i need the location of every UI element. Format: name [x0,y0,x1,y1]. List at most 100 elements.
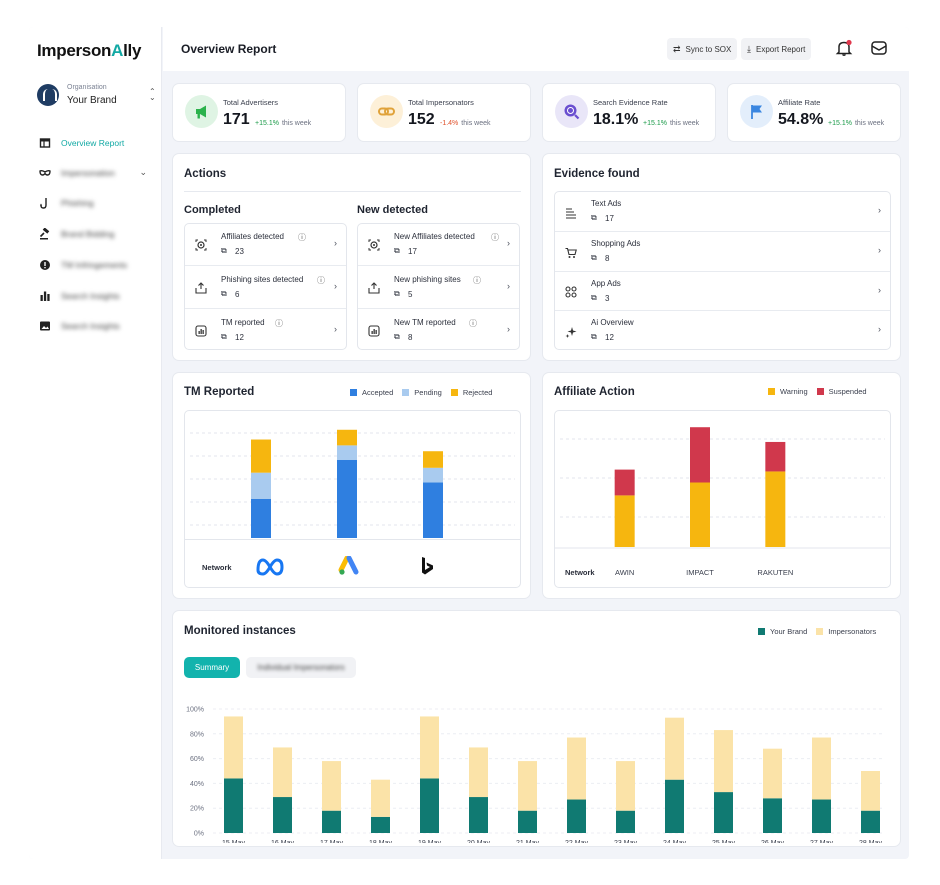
bar-your-brand-23-may [616,810,635,833]
tab-summary[interactable]: Summary [184,657,240,678]
sidebar-item-search-insights[interactable]: Search Insights [39,287,157,305]
bar-rejected-bing [423,451,443,468]
apps-grid-icon [565,285,577,298]
info-icon[interactable]: ⓘ [473,276,481,285]
text-lines-icon [565,206,577,219]
legend-swatch-impersonators [816,628,824,635]
inbox-icon[interactable] [870,39,888,57]
bar-impersonators-27-may [812,737,831,800]
mask-icon [39,167,51,179]
evidence-found-card: Evidence found Text Ads ⧉ 17 › Shopping … [542,153,901,361]
x-tick-label: 15 May [222,840,245,843]
organisation-switcher[interactable]: Organisation Your Brand ⌃ ⌄ [37,83,157,113]
list-item[interactable]: Shopping Ads ⧉ 8 › [555,232,890,272]
legend-swatch-warning [768,388,775,395]
copy-icon: ⧉ [394,332,400,341]
stat-delta: -1.4% this week [440,120,491,127]
bar-warning-impact [690,482,710,547]
bar-your-brand-28-may [861,810,880,833]
download-icon: ⤓ [747,43,751,54]
copy-icon: ⧉ [394,246,400,255]
list-item[interactable]: TM reported ⓘ ⧉ 12 › [185,309,346,351]
info-icon[interactable]: ⓘ [469,319,477,328]
sidebar-item-label: Brand Bidding [61,229,115,239]
bar-impersonators-22-may [567,737,586,800]
item-count: 17 [408,247,417,256]
export-report-button[interactable]: ⤓ Export Report [741,38,812,60]
bar-impersonators-15-may [224,716,243,779]
item-count: 6 [235,290,240,299]
list-item[interactable]: Ai Overview ⧉ 12 › [555,311,890,351]
brand-avatar [37,84,59,106]
chevron-down-icon: ⌄ [139,167,147,177]
sidebar-item-brand-bidding[interactable]: Brand Bidding [39,225,157,243]
chevron-right-icon: › [334,238,337,248]
list-item[interactable]: Affiliates detected ⓘ ⧉ 23 › [185,224,346,266]
legend-swatch-accepted [350,389,357,396]
sidebar-item-phishing[interactable]: Phishing [39,194,157,212]
sidebar-item-search-insights-images[interactable]: Search Insights [39,317,157,335]
list-item[interactable]: New phishing sites ⓘ ⧉ 5 › [358,266,519,309]
stat-card-total-impersonators: Total Impersonators 152 -1.4% this week [357,83,531,142]
bar-chart-icon [39,290,51,302]
bar-accepted-google-ads [337,460,357,538]
x-tick-label: 18 May [369,840,392,843]
bar-your-brand-18-may [371,816,390,833]
app-frame: ImpersonAlly Organisation Your Brand ⌃ ⌄ … [29,27,909,859]
info-icon[interactable]: ⓘ [491,233,499,242]
copy-icon: ⧉ [591,293,597,302]
sidebar-item-tm-infringements[interactable]: TM Infringements [39,256,157,274]
bar-impersonators-24-may [665,717,684,780]
item-count: 5 [408,290,413,299]
stat-value: 18.1% [593,111,639,128]
bar-impersonators-21-may [518,761,537,811]
report-icon [195,324,207,337]
chevron-right-icon: › [878,205,881,215]
new-detected-list: New Affiliates detected ⓘ ⧉ 17 › New phi… [357,223,520,350]
item-label: Phishing sites detected [221,275,304,284]
list-item[interactable]: New Affiliates detected ⓘ ⧉ 17 › [358,224,519,266]
stat-delta: +15.1% this week [255,120,312,127]
list-item[interactable]: Text Ads ⧉ 17 › [555,192,890,232]
info-icon[interactable]: ⓘ [275,319,283,328]
tm-reported-legend: Accepted Pending Rejected [341,388,492,397]
y-tick-label: 60% [190,756,204,763]
info-icon[interactable]: ⓘ [317,276,325,285]
x-tick-label: 27 May [810,840,833,843]
info-icon[interactable]: ⓘ [298,233,306,242]
bar-accepted-meta [251,499,271,538]
image-icon [39,320,51,332]
notification-bell-icon[interactable] [835,39,853,57]
sidebar-item-impersonation[interactable]: Impersonation ⌄ [39,164,157,182]
chevron-right-icon: › [507,281,510,291]
cart-icon [565,246,577,258]
legend-impersonators: Impersonators [828,627,877,636]
list-item[interactable]: Phishing sites detected ⓘ ⧉ 6 › [185,266,346,309]
x-tick-label: RAKUTEN [757,568,793,577]
monitored-title: Monitored instances [184,625,296,637]
chevron-right-icon: › [334,324,337,334]
legend-rejected: Rejected [462,388,493,397]
sync-to-sox-button[interactable]: ⇄ Sync to SOX [667,38,738,60]
bar-your-brand-15-may [224,778,243,833]
tm-reported-card: TM Reported Accepted Pending Rejected Ne… [172,372,531,599]
link-icon [370,95,403,128]
chevron-updown-icon: ⌃ ⌄ [149,87,156,102]
bar-impersonators-23-may [616,761,635,811]
bar-rejected-google-ads [337,429,357,446]
list-item[interactable]: App Ads ⧉ 3 › [555,272,890,311]
google-ads-logo-icon [338,556,359,575]
stat-delta: +15.1% this week [643,120,700,127]
tab-individual-impersonators[interactable]: Individual Impersonators [246,657,356,678]
bing-logo-icon [422,557,433,575]
x-tick-label: 26 May [761,840,784,843]
bar-impersonators-28-may [861,771,880,811]
item-count: 8 [408,333,413,342]
stat-title: Total Advertisers [223,98,279,107]
legend-your-brand: Your Brand [770,627,808,636]
stat-title: Affiliate Rate [778,98,821,107]
report-icon [368,324,380,337]
sidebar-item-overview-report[interactable]: Overview Report [39,134,157,152]
list-item[interactable]: New TM reported ⓘ ⧉ 8 › [358,309,519,351]
app-logo[interactable]: ImpersonAlly [37,41,142,60]
